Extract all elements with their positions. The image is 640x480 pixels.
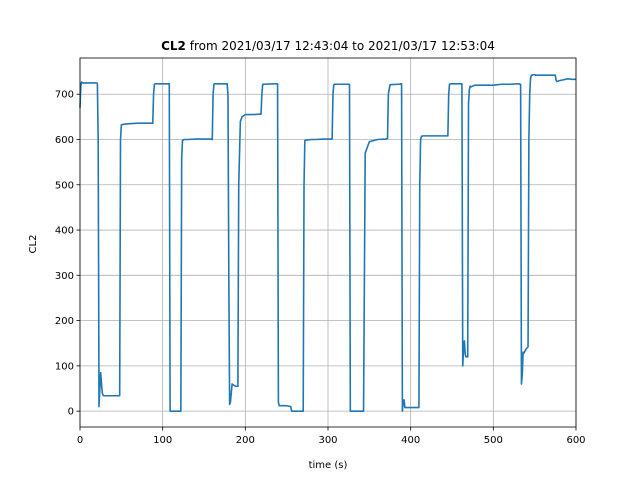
x-tick-label: 600	[566, 435, 585, 446]
x-axis-label: time (s)	[309, 460, 348, 471]
x-tick-label: 100	[153, 435, 172, 446]
y-axis-label: CL2	[28, 235, 39, 254]
x-tick-label: 300	[318, 435, 337, 446]
y-tick-label: 700	[55, 90, 74, 101]
grid-lines	[79, 58, 577, 427]
y-tick-label: 100	[55, 361, 74, 372]
chart-title-bold: CL2	[161, 39, 186, 53]
y-tick-label: 400	[55, 226, 74, 237]
x-tick-label: 200	[236, 435, 255, 446]
y-tick-label: 300	[55, 271, 74, 282]
x-tick-label: 0	[77, 435, 83, 446]
y-axis: 0 100 200 300 400 500 600 700	[55, 90, 80, 418]
y-tick-label: 600	[55, 135, 74, 146]
y-tick-label: 200	[55, 316, 74, 327]
chart-title: CL2 from 2021/03/17 12:43:04 to 2021/03/…	[161, 39, 495, 53]
chart-title-rest: from 2021/03/17 12:43:04 to 2021/03/17 1…	[186, 39, 495, 53]
data-series	[79, 73, 576, 412]
y-tick-label: 0	[68, 407, 74, 418]
x-axis: 0 100 200 300 400 500 600	[77, 427, 586, 446]
x-tick-label: 400	[401, 435, 420, 446]
x-tick-label: 500	[484, 435, 503, 446]
cl2-series-line	[79, 73, 576, 412]
y-tick-label: 500	[55, 180, 74, 191]
